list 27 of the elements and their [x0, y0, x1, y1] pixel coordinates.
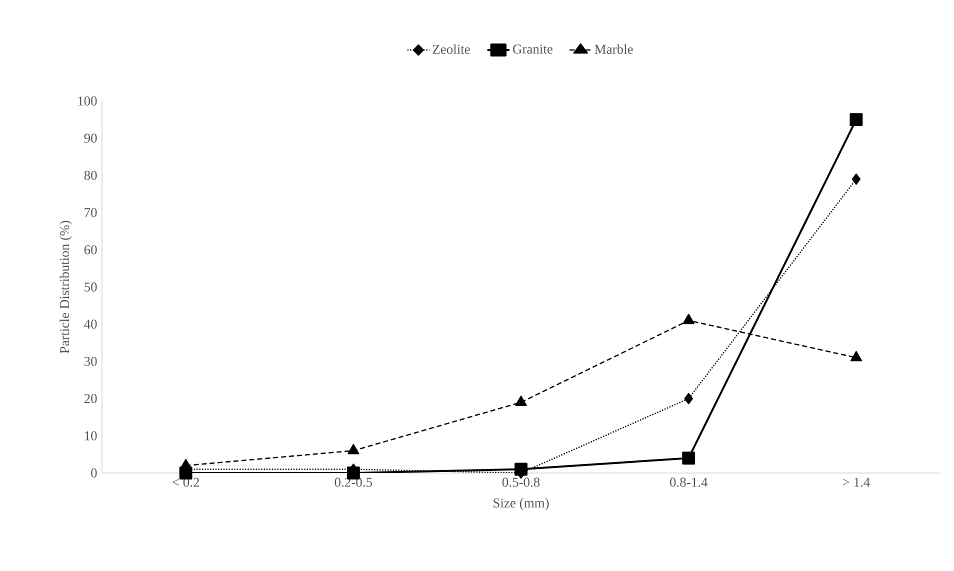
point: [684, 392, 693, 404]
y-tick-label: 100: [78, 96, 97, 106]
y-tick-label: 40: [84, 320, 97, 329]
point: [850, 113, 863, 126]
point: [348, 444, 360, 454]
point: [852, 173, 861, 185]
point: [682, 314, 694, 324]
y-tick-label: 90: [84, 134, 97, 143]
y-tick-label: 0: [91, 468, 97, 478]
y-tick-label: 20: [84, 394, 97, 404]
y-tick-label: 30: [84, 356, 97, 366]
x-tick-label: 0.8-1.4: [670, 478, 708, 487]
point: [515, 396, 527, 406]
y-tick-label: 10: [84, 431, 97, 440]
x-axis-title: Size (mm): [494, 498, 549, 510]
y-tick-label: 80: [84, 170, 97, 180]
y-tick-label: 60: [84, 245, 97, 254]
y-tick-label: 50: [84, 282, 97, 292]
legend-label: Marble: [594, 44, 633, 54]
x-tick-label: > 1.4: [842, 478, 870, 487]
legend-label: Zeolite: [432, 44, 470, 54]
legend-label: Granite: [512, 44, 552, 54]
point: [682, 452, 696, 465]
point: [850, 351, 862, 362]
y-axis-title: Particle Distribution (%): [60, 220, 72, 354]
y-tick-label: 70: [84, 208, 97, 218]
x-tick-label: 0.5-0.8: [502, 478, 540, 487]
